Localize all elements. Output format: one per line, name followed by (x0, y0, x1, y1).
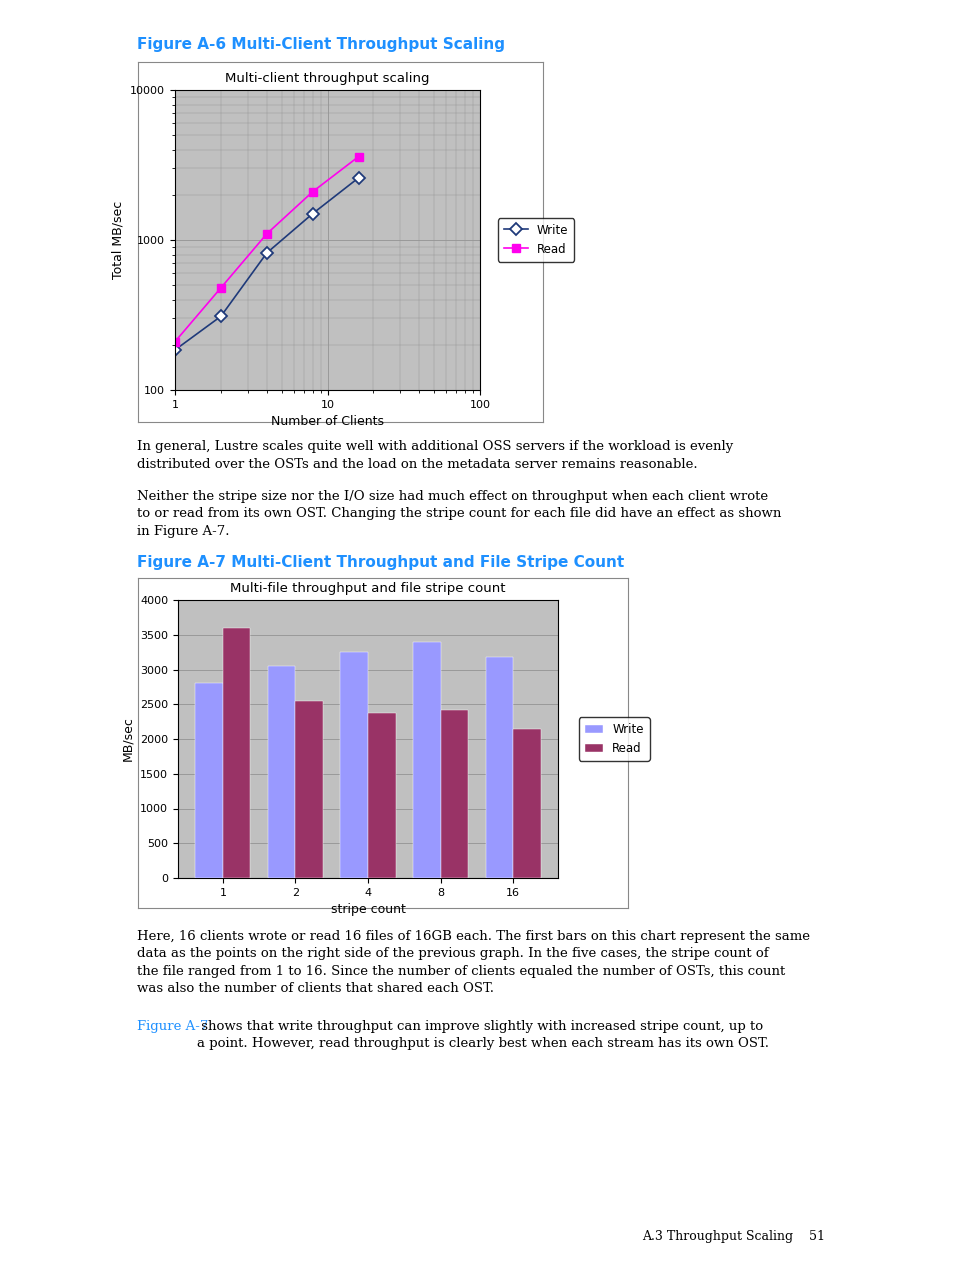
Bar (413, 642, 440, 878)
Title: Multi-file throughput and file stripe count: Multi-file throughput and file stripe co… (230, 582, 505, 595)
Bar (440, 709, 468, 878)
Read (169, 334, 180, 350)
Write (353, 170, 364, 186)
Write (215, 309, 227, 324)
X-axis label: stripe count: stripe count (331, 904, 405, 916)
Text: Figure A-7: Figure A-7 (137, 1021, 209, 1033)
Text: A.3 Throughput Scaling    51: A.3 Throughput Scaling 51 (641, 1230, 824, 1243)
Text: Figure A-6 Multi-Client Throughput Scaling: Figure A-6 Multi-Client Throughput Scali… (137, 37, 505, 52)
Legend: Write, Read: Write, Read (578, 717, 649, 761)
Bar (513, 728, 540, 878)
Title: Multi-client throughput scaling: Multi-client throughput scaling (225, 71, 429, 85)
Text: Here, 16 clients wrote or read 16 files of 16GB each. The first bars on this cha: Here, 16 clients wrote or read 16 files … (137, 930, 809, 995)
Bar (340, 652, 368, 878)
Legend: Write, Read: Write, Read (497, 219, 574, 262)
Y-axis label: Total MB/sec: Total MB/sec (112, 201, 125, 280)
Read (307, 184, 318, 200)
Write (307, 206, 318, 221)
Line: Read: Read (171, 153, 362, 346)
Text: Figure A-7 Multi-Client Throughput and File Stripe Count: Figure A-7 Multi-Client Throughput and F… (137, 555, 624, 569)
Read (353, 149, 364, 164)
X-axis label: Number of Clients: Number of Clients (271, 416, 384, 428)
Bar (268, 666, 295, 878)
Write (261, 245, 273, 261)
Text: Neither the stripe size nor the I/O size had much effect on throughput when each: Neither the stripe size nor the I/O size… (137, 491, 781, 538)
Line: Write: Write (171, 174, 362, 355)
Bar (195, 684, 223, 878)
Bar (368, 713, 395, 878)
Bar (485, 657, 513, 878)
Bar (223, 628, 251, 878)
Write (169, 342, 180, 357)
Read (215, 280, 227, 295)
Bar (295, 700, 323, 878)
Text: shows that write throughput can improve slightly with increased stripe count, up: shows that write throughput can improve … (196, 1021, 768, 1051)
Read (261, 226, 273, 241)
Y-axis label: MB/sec: MB/sec (121, 717, 134, 761)
Text: In general, Lustre scales quite well with additional OSS servers if the workload: In general, Lustre scales quite well wit… (137, 440, 733, 470)
